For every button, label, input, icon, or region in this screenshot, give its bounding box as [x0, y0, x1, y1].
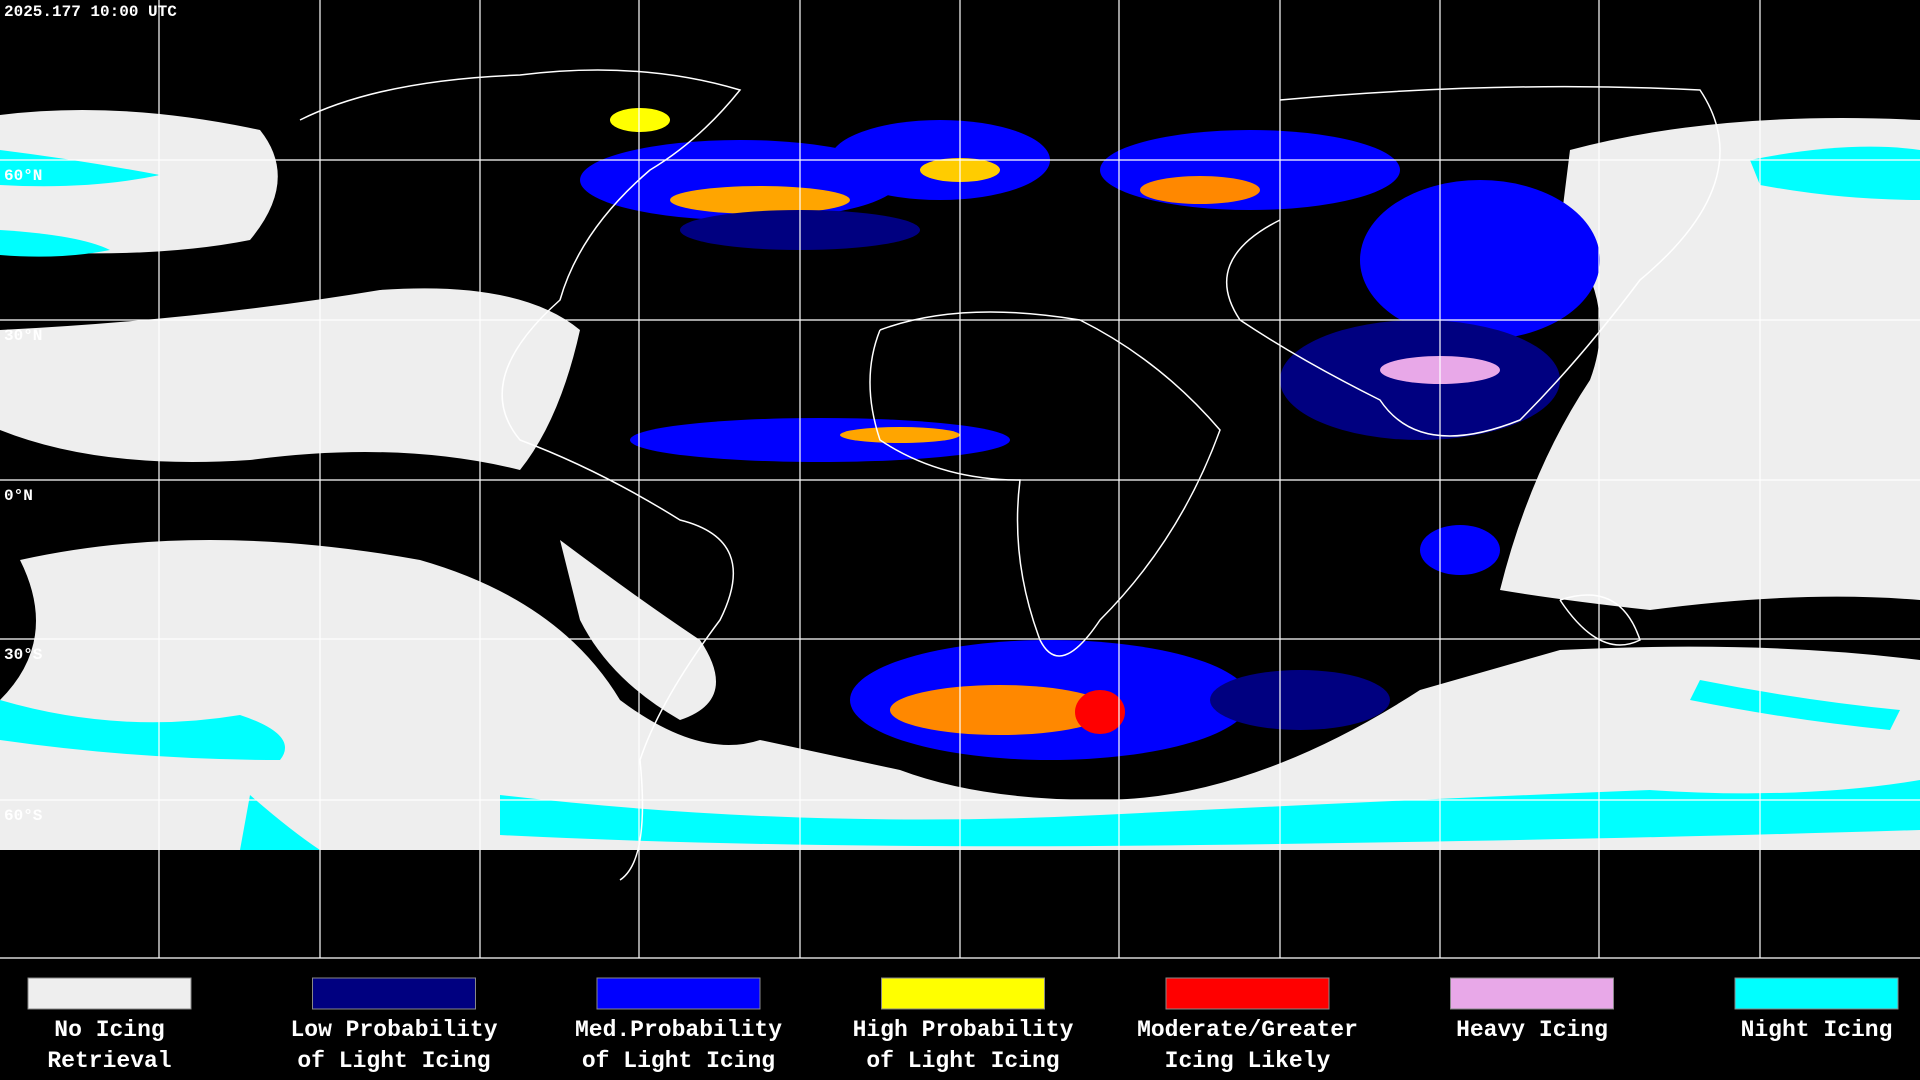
icing-probability-areas	[580, 108, 1600, 760]
latitude-label: 60°S	[4, 807, 43, 825]
legend-swatch	[881, 977, 1045, 1010]
legend-label: Low Probability	[290, 1017, 497, 1043]
latitude-labels: 60°N 30°N 0°N 30°S 60°S	[4, 167, 43, 825]
latitude-label: 0°N	[4, 487, 33, 505]
legend-label: Moderate/Greater	[1137, 1017, 1358, 1043]
graticule	[0, 0, 1920, 959]
coastlines	[299, 69, 1721, 881]
legend-label: Med.Probability	[575, 1017, 782, 1043]
legend-swatch	[27, 977, 192, 1010]
map	[0, 0, 1920, 959]
legend-swatch	[1165, 977, 1330, 1010]
legend-label: High Probability	[853, 1017, 1074, 1043]
night-icing-areas	[0, 146, 1920, 850]
latitude-label: 30°N	[4, 327, 42, 345]
legend-swatch	[312, 977, 476, 1010]
latitude-label: 30°S	[4, 646, 43, 664]
latitude-label: 60°N	[4, 167, 42, 185]
legend-label: of Light Icing	[297, 1048, 490, 1074]
legend-swatch	[596, 977, 761, 1010]
legend-swatch	[1734, 977, 1899, 1010]
legend-label: No Icing	[54, 1017, 164, 1043]
legend-label: of Light Icing	[866, 1048, 1059, 1074]
legend-swatch	[1450, 977, 1614, 1010]
legend-label: Retrieval	[47, 1048, 171, 1074]
legend-label: Night Icing	[1741, 1017, 1893, 1043]
legend-label: Heavy Icing	[1456, 1017, 1608, 1043]
legend-label: of Light Icing	[582, 1048, 775, 1074]
legend: No Icing Retrieval Low Probability of Light…	[27, 977, 1899, 1074]
legend-label: Icing Likely	[1165, 1048, 1331, 1074]
timestamp: 2025.177 10:00 UTC	[4, 3, 177, 21]
